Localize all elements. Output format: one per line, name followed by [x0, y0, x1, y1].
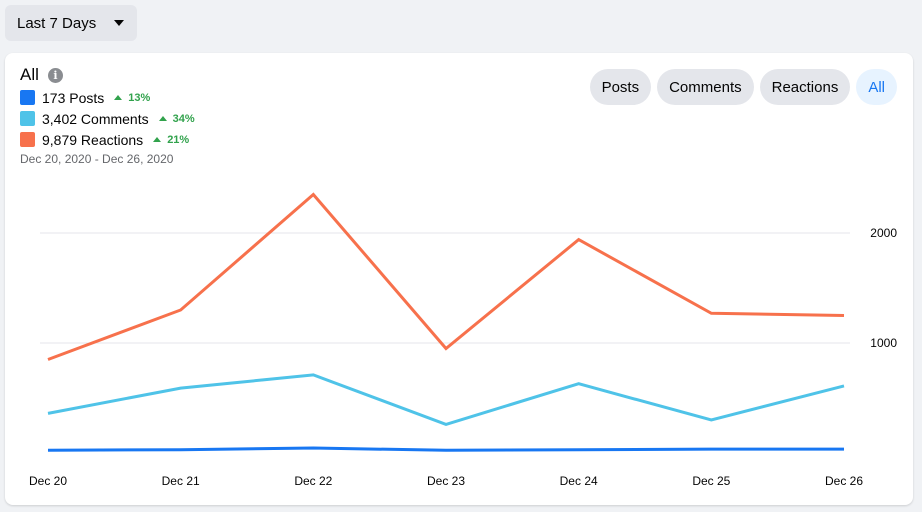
engagement-card: All i 173 Posts 13% 3,402 Comments 34% 9…	[5, 53, 913, 505]
info-icon[interactable]: i	[47, 67, 63, 83]
legend-item-comments: 3,402 Comments 34%	[20, 108, 195, 129]
legend-swatch-posts	[20, 90, 35, 105]
x-tick-label: Dec 24	[560, 474, 598, 488]
y-tick-label: 2000	[870, 226, 897, 240]
trend-up-icon	[158, 116, 167, 121]
series-line-1	[47, 373, 845, 426]
trend-value: 34%	[172, 112, 195, 125]
series-line-2	[47, 446, 844, 452]
legend-label: 3,402 Comments	[42, 110, 149, 127]
x-tick-label: Dec 26	[825, 474, 863, 488]
date-range-text: Dec 20, 2020 - Dec 26, 2020	[20, 152, 174, 166]
filter-pills: Posts Comments Reactions All	[589, 69, 897, 105]
legend-swatch-reactions	[20, 132, 35, 147]
series-line-0	[47, 192, 845, 361]
legend-label: 173 Posts	[42, 89, 105, 106]
date-range-label: Last 7 Days	[17, 14, 97, 32]
filter-comments-button[interactable]: Comments	[657, 69, 754, 105]
legend-label: 9,879 Reactions	[42, 131, 144, 148]
trend-badge: 34%	[158, 112, 195, 125]
x-tick-label: Dec 22	[294, 474, 332, 488]
x-tick-label: Dec 20	[29, 474, 67, 488]
card-title: All i	[20, 65, 63, 85]
trend-up-icon	[153, 137, 162, 142]
date-range-dropdown[interactable]: Last 7 Days	[5, 5, 137, 41]
x-tick-label: Dec 23	[427, 474, 465, 488]
line-chart: 1000 2000 Dec 20 Dec 21 Dec 22 Dec 23 Dec 24 De…	[29, 192, 897, 488]
legend-item-reactions: 9,879 Reactions 21%	[20, 129, 195, 150]
legend: 173 Posts 13% 3,402 Comments 34% 9,879 R…	[20, 87, 195, 150]
y-tick-label: 1000	[870, 336, 897, 350]
trend-badge: 21%	[153, 134, 189, 146]
card-title-text: All	[20, 65, 39, 84]
caret-down-icon	[114, 20, 124, 26]
legend-item-posts: 173 Posts 13%	[20, 87, 195, 108]
trend-badge: 13%	[114, 92, 150, 104]
filter-reactions-button[interactable]: Reactions	[759, 69, 851, 105]
x-tick-label: Dec 21	[162, 474, 200, 488]
trend-up-icon	[114, 95, 123, 100]
filter-posts-button[interactable]: Posts	[589, 69, 652, 105]
legend-swatch-comments	[20, 111, 35, 126]
x-tick-label: Dec 25	[692, 474, 730, 488]
trend-value: 13%	[128, 91, 151, 104]
trend-value: 21%	[167, 133, 190, 146]
filter-all-button[interactable]: All	[856, 69, 897, 105]
